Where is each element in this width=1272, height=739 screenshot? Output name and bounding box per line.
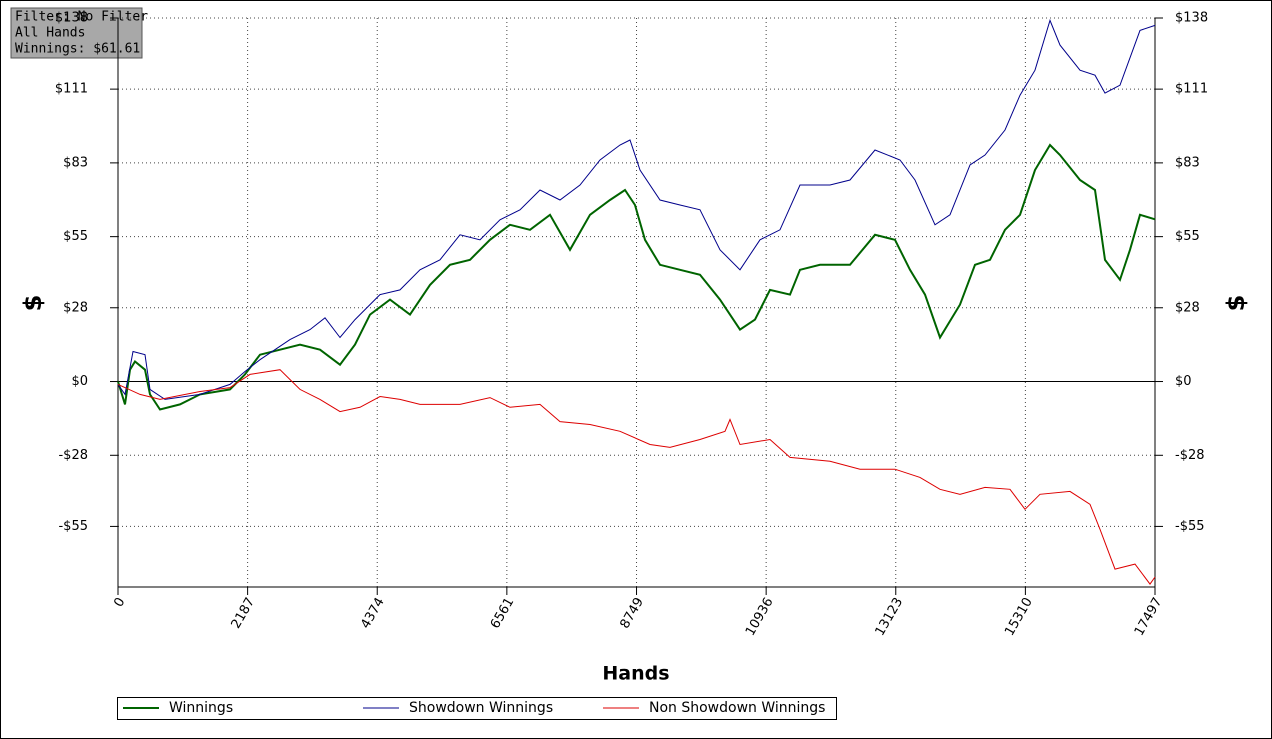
y-tick-label: $0 xyxy=(71,374,88,389)
hands-text: All Hands xyxy=(15,26,85,41)
y-tick-label: $28 xyxy=(63,300,88,315)
series-line xyxy=(117,143,1156,411)
x-axis-label: Hands xyxy=(602,663,669,685)
y2-tick-label: -$28 xyxy=(1175,448,1205,463)
y2-axis-label: $ xyxy=(1222,295,1250,312)
y2-tick-label: $55 xyxy=(1175,229,1200,244)
y-tick-label: -$28 xyxy=(58,448,88,463)
y2-tick-label: $0 xyxy=(1175,374,1192,389)
y2-tick-label: $83 xyxy=(1175,155,1200,170)
legend-label: Winnings xyxy=(169,700,233,716)
y2-tick-label: -$55 xyxy=(1175,519,1205,534)
legend xyxy=(117,697,837,720)
winnings-text: Winnings: $61.61 xyxy=(15,42,140,57)
y-tick-label: $55 xyxy=(63,229,88,244)
legend-label: Non Showdown Winnings xyxy=(649,700,825,716)
legend-label: Showdown Winnings xyxy=(409,700,553,716)
y-tick-label: $83 xyxy=(63,155,88,170)
series-line xyxy=(117,18,1156,400)
y-tick-label: -$55 xyxy=(58,519,88,534)
filter-text: Filter: No Filter xyxy=(15,10,148,25)
y2-tick-label: $111 xyxy=(1175,82,1208,97)
series-line xyxy=(117,369,1156,585)
y-tick-label: $111 xyxy=(55,82,88,97)
filter-box xyxy=(10,7,143,59)
y-tick-label: $138 xyxy=(55,11,88,26)
y2-tick-label: $28 xyxy=(1175,300,1200,315)
y2-tick-label: $138 xyxy=(1175,11,1208,26)
y-axis-label: $ xyxy=(19,295,47,312)
